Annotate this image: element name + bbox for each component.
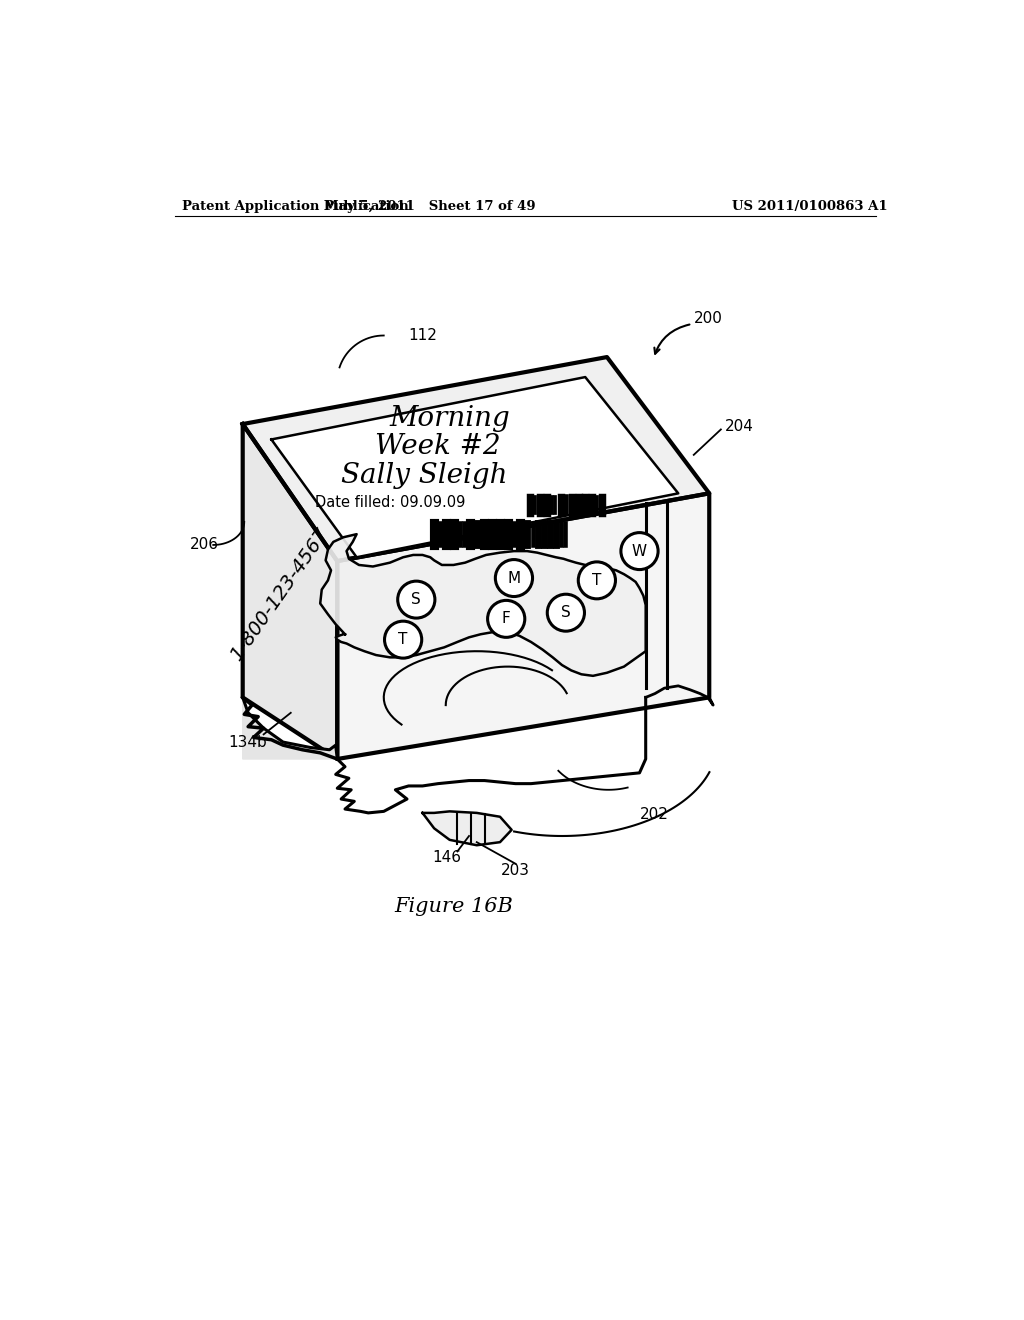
Text: 203: 203	[501, 863, 530, 878]
Text: F: F	[502, 611, 511, 627]
Text: T: T	[592, 573, 601, 587]
Text: Patent Application Publication: Patent Application Publication	[182, 199, 409, 213]
Text: Date filled: 09.09.09: Date filled: 09.09.09	[314, 495, 465, 510]
Text: T: T	[398, 632, 408, 647]
Text: 200: 200	[693, 312, 723, 326]
Polygon shape	[423, 812, 512, 845]
Text: S: S	[412, 593, 421, 607]
Circle shape	[397, 581, 435, 618]
Text: M: M	[507, 570, 520, 586]
Text: S: S	[561, 605, 570, 620]
Polygon shape	[337, 494, 710, 759]
Text: May 5, 2011   Sheet 17 of 49: May 5, 2011 Sheet 17 of 49	[325, 199, 536, 213]
Text: 1-800-123-4567: 1-800-123-4567	[227, 525, 333, 665]
Circle shape	[579, 562, 615, 599]
Text: 204: 204	[725, 418, 754, 434]
Text: 146: 146	[433, 850, 462, 865]
Text: 206: 206	[190, 537, 219, 553]
Text: 202: 202	[640, 807, 669, 822]
Text: Sally Sleigh: Sally Sleigh	[341, 462, 507, 490]
Text: US 2011/0100863 A1: US 2011/0100863 A1	[732, 199, 888, 213]
Circle shape	[621, 533, 658, 570]
Polygon shape	[271, 378, 678, 557]
Circle shape	[487, 601, 524, 638]
Text: 112: 112	[408, 327, 437, 343]
Text: Week #2: Week #2	[375, 433, 501, 459]
Text: Morning: Morning	[389, 405, 510, 432]
Polygon shape	[321, 535, 646, 676]
Text: W: W	[632, 544, 647, 558]
Polygon shape	[243, 424, 337, 759]
Circle shape	[496, 560, 532, 597]
Circle shape	[385, 622, 422, 659]
Polygon shape	[243, 358, 710, 561]
Circle shape	[547, 594, 585, 631]
Text: Figure 16B: Figure 16B	[394, 898, 513, 916]
Polygon shape	[243, 697, 337, 759]
Text: 134b: 134b	[228, 734, 267, 750]
